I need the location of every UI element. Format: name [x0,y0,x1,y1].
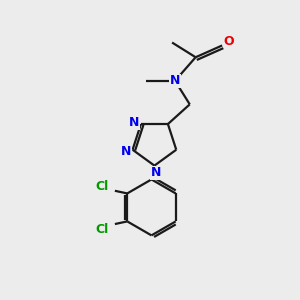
Text: N: N [129,116,140,129]
Text: N: N [170,74,180,87]
Text: N: N [121,145,131,158]
Text: Cl: Cl [96,223,109,236]
Text: O: O [223,35,234,48]
Text: N: N [151,167,161,179]
Text: Cl: Cl [96,180,109,193]
